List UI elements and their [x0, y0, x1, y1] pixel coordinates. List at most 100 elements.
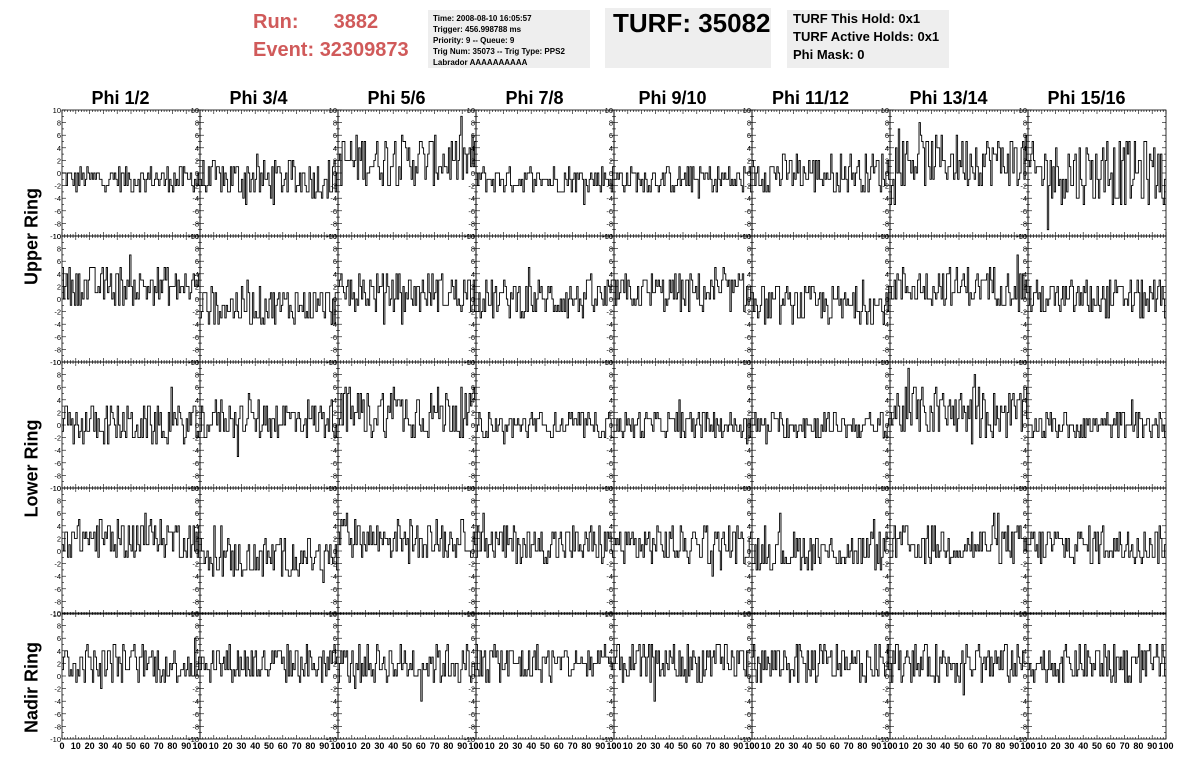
y-tick-label: -10: [878, 232, 889, 241]
y-tick-label: 10: [605, 609, 613, 618]
waveform-panel: 10 8 6 4 2 0 -2 -4 -6 -8 -10: [188, 106, 339, 241]
y-tick-label: -4: [606, 572, 613, 581]
y-tick-label: 10: [881, 358, 889, 367]
y-tick-label: -10: [740, 232, 751, 241]
y-tick-label: -10: [188, 484, 199, 493]
y-tick-label: 0: [195, 672, 199, 681]
waveform-trace: [614, 644, 752, 702]
y-tick-label: 2: [57, 282, 61, 291]
y-tick-label: 0: [1023, 421, 1027, 430]
y-tick-label: -2: [882, 434, 889, 443]
waveform-trace: [338, 644, 476, 702]
y-tick-label: 6: [57, 634, 61, 643]
y-tick-label: -2: [606, 685, 613, 694]
y-tick-label: 10: [1019, 358, 1027, 367]
y-tick-label: -10: [878, 484, 889, 493]
y-tick-label: 6: [609, 131, 613, 140]
x-tick-label: 40: [526, 741, 536, 751]
x-tick-label: 80: [443, 741, 453, 751]
y-tick-label: -4: [744, 446, 751, 455]
y-tick-label: -6: [744, 207, 751, 216]
y-tick-label: -10: [326, 484, 337, 493]
y-tick-label: 10: [191, 106, 199, 115]
column-title-5: Phi 9/10: [638, 88, 707, 108]
y-tick-label: 10: [881, 484, 889, 493]
x-tick-label: 0: [473, 741, 478, 751]
y-tick-label: 6: [195, 257, 199, 266]
y-tick-label: -2: [468, 434, 475, 443]
y-tick-label: -8: [882, 597, 889, 606]
y-tick-label: 4: [1023, 396, 1027, 405]
x-tick-label: 30: [1064, 741, 1074, 751]
y-tick-label: 8: [333, 622, 337, 631]
y-tick-label: 8: [333, 497, 337, 506]
y-tick-label: -6: [744, 710, 751, 719]
y-tick-label: 0: [885, 295, 889, 304]
x-tick-label: 70: [844, 741, 854, 751]
y-tick-label: 0: [195, 169, 199, 178]
y-tick-label: 2: [609, 659, 613, 668]
x-tick-label: 60: [278, 741, 288, 751]
column-title-7: Phi 13/14: [909, 88, 988, 108]
y-tick-label: 4: [747, 396, 751, 405]
y-tick-label: -8: [744, 471, 751, 480]
y-tick-label: 10: [881, 232, 889, 241]
y-tick-label: 4: [747, 144, 751, 153]
y-tick-label: 4: [609, 396, 613, 405]
y-tick-label: 10: [881, 609, 889, 618]
y-tick-label: -2: [330, 182, 337, 191]
y-tick-label: 6: [333, 509, 337, 518]
y-tick-label: 2: [195, 534, 199, 543]
y-tick-label: -4: [606, 697, 613, 706]
y-tick-label: -2: [54, 308, 61, 317]
y-tick-label: 4: [57, 522, 61, 531]
turf-value: TURF: 35082: [613, 8, 771, 38]
y-tick-label: -4: [606, 320, 613, 329]
y-tick-label: -4: [468, 446, 475, 455]
y-tick-label: -6: [330, 585, 337, 594]
y-tick-label: 4: [747, 647, 751, 656]
y-tick-label: -8: [882, 219, 889, 228]
y-tick-label: -10: [740, 610, 751, 619]
x-tick-label: 80: [167, 741, 177, 751]
y-tick-label: -4: [54, 446, 61, 455]
y-tick-label: 4: [885, 270, 889, 279]
x-tick-label: 50: [126, 741, 136, 751]
hold-this: TURF This Hold: 0x1: [793, 11, 921, 26]
x-tick-label: 30: [512, 741, 522, 751]
y-tick-label: -6: [468, 585, 475, 594]
waveform-trace: [614, 166, 752, 199]
y-tick-label: -6: [330, 459, 337, 468]
y-tick-label: 4: [195, 522, 199, 531]
y-tick-label: 0: [609, 672, 613, 681]
waveform-trace: [614, 525, 752, 577]
y-tick-label: -6: [744, 459, 751, 468]
y-tick-label: 2: [747, 659, 751, 668]
y-tick-label: -2: [1020, 560, 1027, 569]
waveform-panel: 10 8 6 4 2 0 -2 -4 -6 -8 -10: [878, 358, 1029, 493]
y-tick-label: -8: [330, 345, 337, 354]
y-tick-label: 6: [609, 257, 613, 266]
x-tick-label: 100: [468, 741, 483, 751]
y-tick-label: 4: [333, 144, 337, 153]
y-tick-label: 10: [1019, 106, 1027, 115]
x-tick-label: 100: [330, 741, 345, 751]
y-tick-label: -2: [744, 434, 751, 443]
y-tick-label: -4: [744, 320, 751, 329]
y-tick-label: -2: [744, 560, 751, 569]
waveform-trace: [1028, 525, 1166, 565]
y-tick-label: 2: [885, 156, 889, 165]
y-tick-label: 0: [609, 547, 613, 556]
y-tick-label: -2: [1020, 685, 1027, 694]
y-tick-label: 6: [57, 131, 61, 140]
event-value: 32309873: [319, 39, 409, 61]
y-tick-label: 8: [195, 497, 199, 506]
y-tick-label: 0: [333, 421, 337, 430]
y-tick-label: 0: [195, 421, 199, 430]
y-tick-label: -4: [744, 194, 751, 203]
column-title-4: Phi 7/8: [505, 88, 564, 108]
y-tick-label: -6: [1020, 459, 1027, 468]
y-tick-label: 2: [747, 534, 751, 543]
y-tick-label: 0: [57, 672, 61, 681]
